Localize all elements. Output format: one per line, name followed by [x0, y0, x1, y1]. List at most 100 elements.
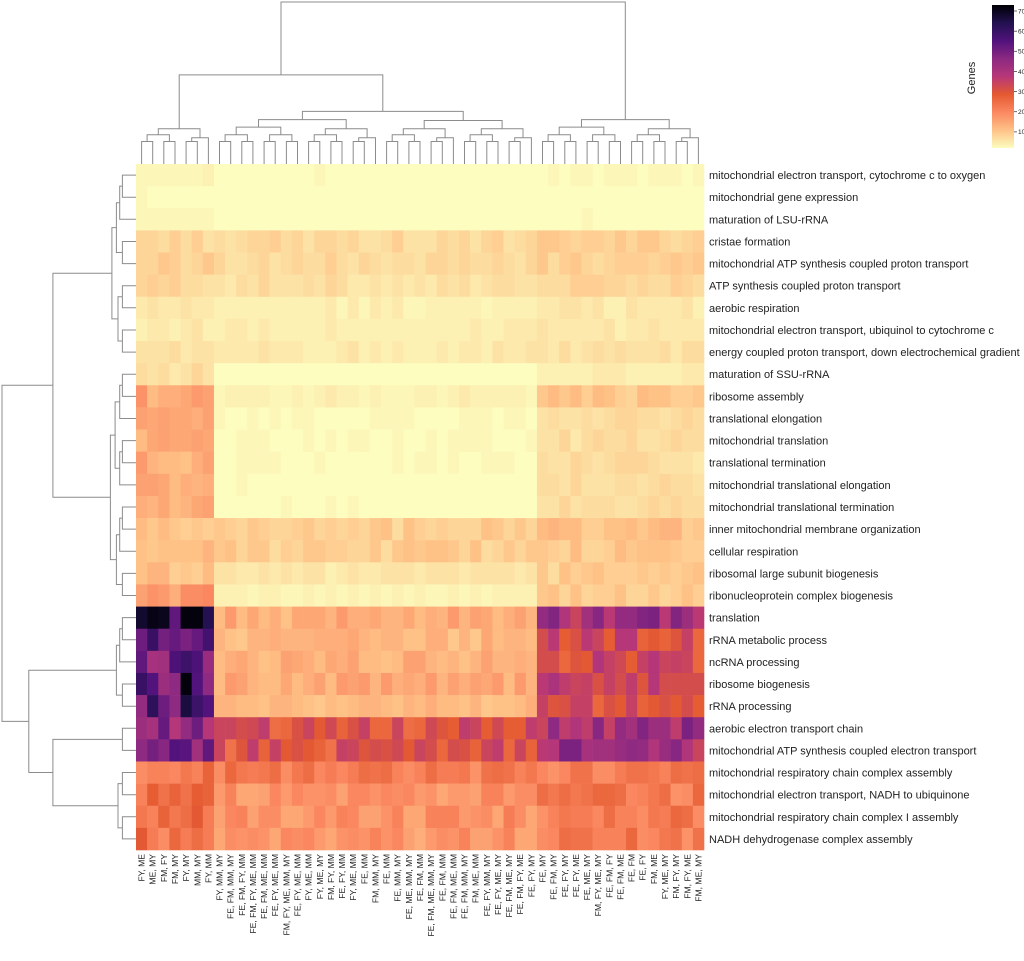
heatmap-cell — [659, 363, 671, 386]
heatmap-cell — [392, 341, 404, 364]
row-label: ATP synthesis coupled proton transport — [709, 281, 901, 293]
heatmap-cell — [247, 562, 259, 585]
heatmap-cell — [492, 451, 504, 475]
heatmap-cell — [536, 518, 549, 541]
heatmap-cell — [136, 584, 148, 607]
heatmap-cell — [180, 827, 192, 851]
row-label: mitochondrial electron transport, ubiqui… — [709, 325, 994, 337]
heatmap-cell — [514, 650, 527, 674]
heatmap-cell — [626, 562, 638, 585]
heatmap-cell — [514, 540, 527, 563]
heatmap-cell — [659, 495, 671, 519]
heatmap-cell — [369, 761, 382, 784]
heatmap-cell — [525, 805, 538, 829]
heatmap-cell — [525, 230, 538, 253]
heatmap-cell — [447, 318, 460, 342]
heatmap-cell — [592, 451, 605, 475]
heatmap-cell — [202, 318, 215, 342]
heatmap-cell — [492, 695, 504, 718]
row-dendrogram-link — [111, 227, 118, 320]
heatmap-cell — [213, 695, 226, 718]
row-dendrogram-link — [121, 506, 136, 530]
column-dendrogram-link — [330, 141, 343, 164]
heatmap-cell — [425, 296, 438, 320]
heatmap-cell — [470, 473, 482, 497]
heatmap-cell — [659, 628, 671, 652]
heatmap-cell — [648, 186, 660, 209]
heatmap-cell — [225, 805, 237, 829]
heatmap-cell — [436, 695, 449, 718]
column-label: FM, FY — [159, 854, 169, 882]
heatmap-cell — [670, 341, 683, 364]
heatmap-cell — [369, 717, 382, 740]
heatmap-cell — [559, 783, 571, 807]
heatmap-cell — [147, 650, 159, 674]
row-label: mitochondrial translation — [709, 436, 828, 448]
heatmap-cell — [213, 363, 226, 386]
heatmap-cell — [659, 296, 671, 320]
heatmap-cell — [136, 628, 148, 652]
heatmap-cell — [692, 230, 705, 253]
heatmap-cell — [648, 805, 660, 829]
heatmap-cell — [213, 518, 226, 541]
heatmap-cell — [603, 518, 616, 541]
heatmap-cell — [470, 540, 482, 563]
heatmap-cell — [670, 495, 683, 519]
heatmap-cell — [202, 230, 215, 253]
heatmap-cell — [158, 274, 170, 298]
heatmap-cell — [436, 495, 449, 519]
heatmap-cell — [280, 186, 293, 209]
heatmap-cell — [314, 230, 326, 253]
heatmap-cell — [603, 761, 616, 784]
heatmap-cell — [681, 672, 694, 696]
heatmap-cell — [692, 495, 705, 519]
heatmap-cell — [258, 473, 270, 497]
column-dendrogram-link — [423, 120, 503, 129]
heatmap-cell — [559, 451, 571, 475]
heatmap-cell — [626, 252, 638, 275]
heatmap-cell — [325, 186, 337, 209]
heatmap-cell — [403, 695, 415, 718]
heatmap-cell — [425, 252, 438, 275]
heatmap-cell — [169, 274, 181, 298]
heatmap-cell — [158, 761, 170, 784]
heatmap-cell — [503, 341, 515, 364]
heatmap-cell — [258, 451, 270, 475]
heatmap-cell — [492, 385, 504, 408]
heatmap-cell — [314, 451, 326, 475]
heatmap-cell — [581, 584, 593, 607]
heatmap-cell — [180, 783, 192, 807]
row-dendrogram-link — [121, 617, 136, 641]
heatmap-cell — [626, 628, 638, 652]
heatmap-cell — [559, 341, 571, 364]
heatmap-cell — [414, 473, 426, 497]
heatmap-cell — [470, 518, 482, 541]
heatmap-cell — [681, 562, 694, 585]
heatmap-cell — [626, 717, 638, 740]
heatmap-cell — [548, 518, 560, 541]
heatmap-cell — [180, 606, 192, 630]
heatmap-cell — [336, 584, 348, 607]
column-label: FE, MM — [382, 854, 392, 884]
heatmap-cell — [269, 562, 282, 585]
column-dendrogram-link — [185, 141, 198, 164]
heatmap-cell — [180, 252, 192, 275]
heatmap-cell — [303, 252, 315, 275]
heatmap-cell — [392, 584, 404, 607]
heatmap-cell — [225, 761, 237, 784]
heatmap-cell — [592, 650, 605, 674]
heatmap-cell — [325, 230, 337, 253]
heatmap-cell — [447, 518, 460, 541]
heatmap-cell — [314, 495, 326, 519]
heatmap-cell — [314, 540, 326, 563]
heatmap-cell — [481, 252, 493, 275]
heatmap-cell — [592, 164, 605, 187]
heatmap-cell — [381, 518, 393, 541]
heatmap-cell — [626, 805, 638, 829]
heatmap-cell — [369, 827, 382, 851]
heatmap-cell — [291, 672, 304, 696]
row-label: mitochondrial respiratory chain complex … — [709, 812, 959, 824]
heatmap-cell — [381, 540, 393, 563]
heatmap-cell — [648, 650, 660, 674]
heatmap-cell — [637, 628, 649, 652]
